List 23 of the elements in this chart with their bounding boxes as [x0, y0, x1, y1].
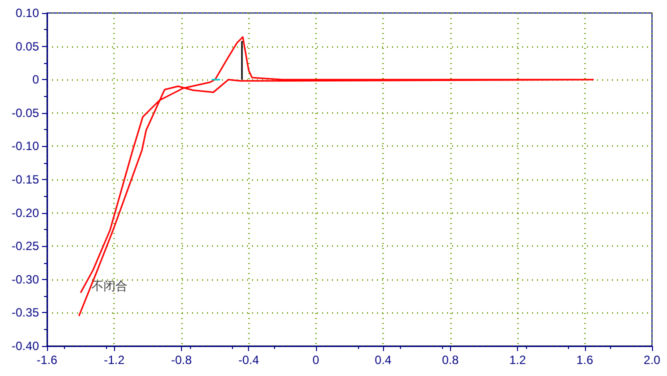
y-tick-label: 0.10: [16, 6, 40, 20]
y-tick-label: -0.35: [12, 306, 40, 320]
x-tick-label: -0.8: [171, 353, 192, 367]
annotation: 不闭合: [92, 279, 128, 294]
x-tick-label: 0: [312, 353, 320, 367]
x-tick-label: 1.6: [576, 353, 594, 367]
y-tick-label: 0: [32, 72, 40, 87]
x-tick-label: 1.2: [509, 353, 526, 367]
y-tick-label: -0.15: [12, 172, 40, 186]
x-tick-label: 2.0: [644, 353, 661, 367]
x-tick-label: 0.8: [442, 353, 459, 367]
x-tick-label: -0.4: [238, 353, 260, 367]
y-tick-label: -0.30: [12, 272, 40, 286]
x-tick-label: -1.2: [104, 353, 125, 367]
y-tick-label: -0.25: [12, 239, 40, 254]
y-tick-label: -0.20: [12, 206, 40, 220]
y-tick-label: -0.05: [12, 106, 40, 120]
line-series: [78, 36, 594, 317]
y-tick-label: -0.10: [12, 139, 40, 154]
y-tick-label: 0.05: [16, 39, 40, 54]
x-tick-label: -1.6: [36, 353, 58, 367]
x-tick-label: 0.4: [374, 353, 392, 367]
y-tick-label: -0.40: [12, 339, 40, 353]
